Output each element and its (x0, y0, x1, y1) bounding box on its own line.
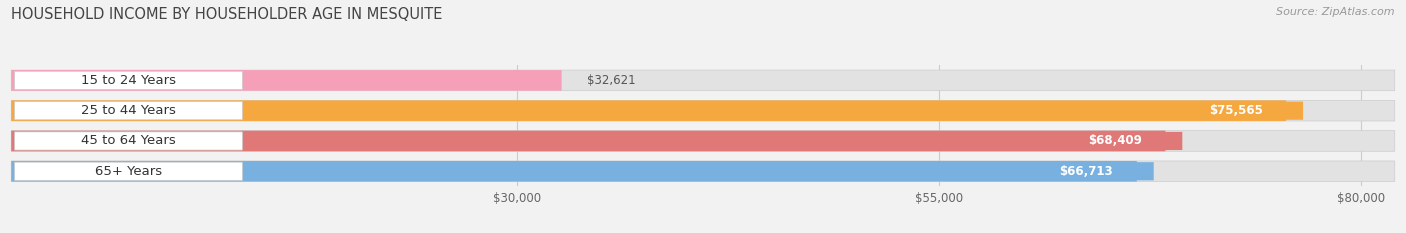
FancyBboxPatch shape (11, 131, 1166, 151)
FancyBboxPatch shape (11, 131, 1395, 151)
Text: $68,409: $68,409 (1088, 134, 1142, 147)
Text: 45 to 64 Years: 45 to 64 Years (82, 134, 176, 147)
FancyBboxPatch shape (1168, 102, 1303, 120)
Text: $75,565: $75,565 (1209, 104, 1263, 117)
Text: $66,713: $66,713 (1059, 165, 1114, 178)
FancyBboxPatch shape (14, 132, 242, 150)
FancyBboxPatch shape (14, 102, 242, 120)
FancyBboxPatch shape (11, 70, 1395, 91)
FancyBboxPatch shape (1047, 132, 1182, 150)
FancyBboxPatch shape (1019, 162, 1154, 180)
FancyBboxPatch shape (11, 161, 1395, 182)
Text: 15 to 24 Years: 15 to 24 Years (82, 74, 176, 87)
FancyBboxPatch shape (14, 71, 242, 89)
Text: 25 to 44 Years: 25 to 44 Years (82, 104, 176, 117)
Text: $32,621: $32,621 (586, 74, 636, 87)
FancyBboxPatch shape (11, 100, 1286, 121)
FancyBboxPatch shape (14, 162, 242, 180)
Text: 65+ Years: 65+ Years (96, 165, 162, 178)
Text: HOUSEHOLD INCOME BY HOUSEHOLDER AGE IN MESQUITE: HOUSEHOLD INCOME BY HOUSEHOLDER AGE IN M… (11, 7, 443, 22)
FancyBboxPatch shape (11, 100, 1395, 121)
FancyBboxPatch shape (11, 161, 1137, 182)
Text: Source: ZipAtlas.com: Source: ZipAtlas.com (1277, 7, 1395, 17)
FancyBboxPatch shape (11, 70, 561, 91)
